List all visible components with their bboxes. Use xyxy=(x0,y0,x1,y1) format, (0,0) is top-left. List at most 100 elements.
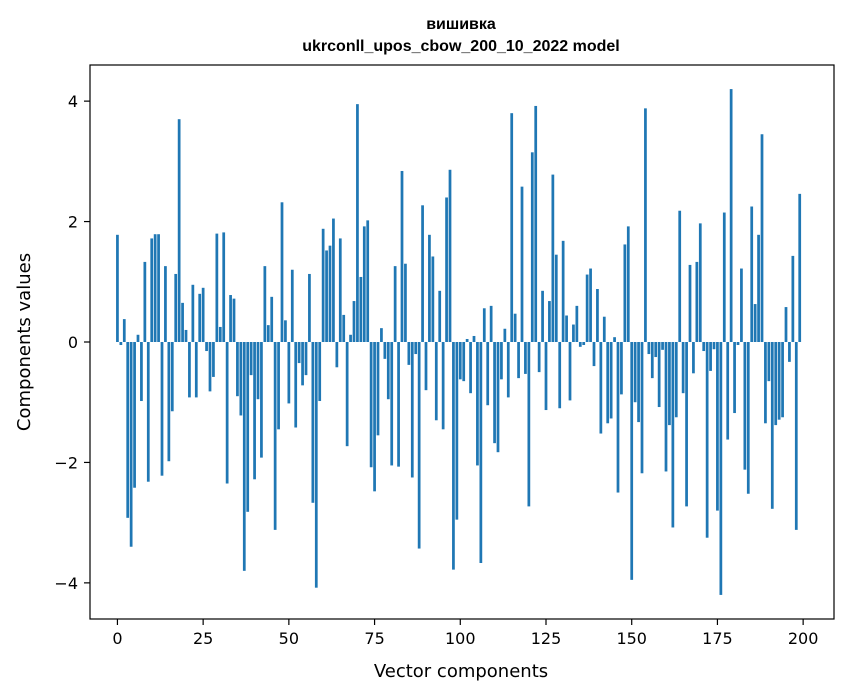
bar-component-46 xyxy=(273,342,277,530)
bar-component-81 xyxy=(393,266,397,342)
bar-component-10 xyxy=(150,238,154,342)
bar-component-198 xyxy=(794,342,798,530)
bar-component-138 xyxy=(589,268,592,342)
bar-component-42 xyxy=(260,342,263,458)
bar-component-182 xyxy=(740,268,743,342)
bar-component-18 xyxy=(177,119,181,343)
bar-component-158 xyxy=(657,342,661,408)
bar-component-161 xyxy=(668,342,671,426)
bar-component-142 xyxy=(602,316,606,342)
bar-component-7 xyxy=(140,342,143,402)
bar-component-119 xyxy=(524,342,527,374)
bar-component-187 xyxy=(757,234,760,342)
bar-component-192 xyxy=(774,342,778,426)
bar-component-183 xyxy=(743,342,747,470)
bar-component-166 xyxy=(685,342,688,507)
bar-component-55 xyxy=(304,342,308,376)
bar-component-178 xyxy=(726,342,730,440)
bar-component-168 xyxy=(692,342,695,374)
bar-component-90 xyxy=(424,342,428,391)
bar-component-101 xyxy=(462,342,466,382)
bar-component-148 xyxy=(623,244,627,342)
bar-component-164 xyxy=(678,210,682,342)
bar-component-74 xyxy=(369,342,373,468)
bar-component-26 xyxy=(205,342,208,352)
bar-component-177 xyxy=(722,212,726,342)
bar-component-147 xyxy=(620,342,623,395)
bar-component-154 xyxy=(644,108,647,342)
x-axis-ticks: 0 25 50 75 100 125 150 175 200 xyxy=(112,619,818,648)
bar-component-181 xyxy=(736,342,740,346)
bar-component-77 xyxy=(380,328,383,342)
bar-component-93 xyxy=(434,342,438,421)
bar-component-121 xyxy=(530,152,534,342)
bar-component-20 xyxy=(184,329,188,342)
bar-component-186 xyxy=(753,304,757,342)
bar-component-86 xyxy=(410,342,414,478)
bar-component-19 xyxy=(181,302,184,342)
bar-component-167 xyxy=(688,264,692,342)
bar-component-3 xyxy=(126,342,130,518)
bar-component-130 xyxy=(561,240,565,342)
bar-component-13 xyxy=(160,342,164,476)
bar-component-5 xyxy=(133,342,136,488)
bar-component-139 xyxy=(592,342,596,367)
bar-component-91 xyxy=(428,234,431,342)
bar-component-83 xyxy=(400,170,404,342)
bar-component-175 xyxy=(716,342,719,511)
bar-component-159 xyxy=(661,342,664,350)
bar-component-48 xyxy=(280,202,284,342)
bar-component-60 xyxy=(321,228,325,342)
bar-component-163 xyxy=(674,342,678,418)
x-tick-label: 100 xyxy=(445,629,476,648)
bar-component-111 xyxy=(496,342,500,453)
bar-component-143 xyxy=(606,342,610,424)
bar-component-169 xyxy=(695,261,699,342)
bar-component-151 xyxy=(633,342,637,403)
bar-component-92 xyxy=(431,256,435,342)
bar-component-84 xyxy=(404,263,407,342)
bar-component-49 xyxy=(284,320,287,342)
bar-component-47 xyxy=(277,342,280,430)
bar-component-1 xyxy=(119,342,123,346)
y-tick-label: 2 xyxy=(68,213,78,232)
bar-component-190 xyxy=(767,342,771,382)
bar-component-116 xyxy=(513,313,517,342)
bar-component-196 xyxy=(788,342,791,362)
bar-component-112 xyxy=(500,342,503,380)
bar-component-31 xyxy=(222,232,226,342)
bar-component-96 xyxy=(445,197,448,342)
bar-component-132 xyxy=(568,342,572,401)
bar-component-35 xyxy=(236,342,239,397)
bar-component-106 xyxy=(479,342,483,563)
bar-component-76 xyxy=(376,342,380,436)
bar-component-9 xyxy=(146,342,150,482)
bar-component-64 xyxy=(335,342,339,368)
bar-component-157 xyxy=(654,342,658,358)
bar-component-15 xyxy=(167,342,171,462)
bar-component-109 xyxy=(489,305,493,342)
bar-component-179 xyxy=(729,89,733,342)
bar-component-103 xyxy=(469,342,472,394)
bar-component-67 xyxy=(345,342,349,447)
bar-component-128 xyxy=(554,254,558,342)
bar-component-97 xyxy=(448,169,452,342)
bar-component-12 xyxy=(157,234,160,342)
bar-component-80 xyxy=(390,342,394,466)
bar-component-102 xyxy=(465,338,469,342)
bar-component-107 xyxy=(482,308,486,342)
bar-component-149 xyxy=(626,226,630,342)
bar-component-6 xyxy=(136,334,140,342)
bar-component-134 xyxy=(575,305,579,342)
bar-component-89 xyxy=(421,205,424,342)
bar-component-69 xyxy=(352,301,356,342)
bar-component-171 xyxy=(702,342,706,352)
x-tick-label: 50 xyxy=(279,629,299,648)
bar-component-174 xyxy=(712,342,716,350)
bar-component-193 xyxy=(777,342,781,420)
bar-component-195 xyxy=(784,307,788,342)
x-tick-label: 125 xyxy=(531,629,562,648)
bar-component-145 xyxy=(613,337,616,342)
bar-component-52 xyxy=(294,342,298,428)
